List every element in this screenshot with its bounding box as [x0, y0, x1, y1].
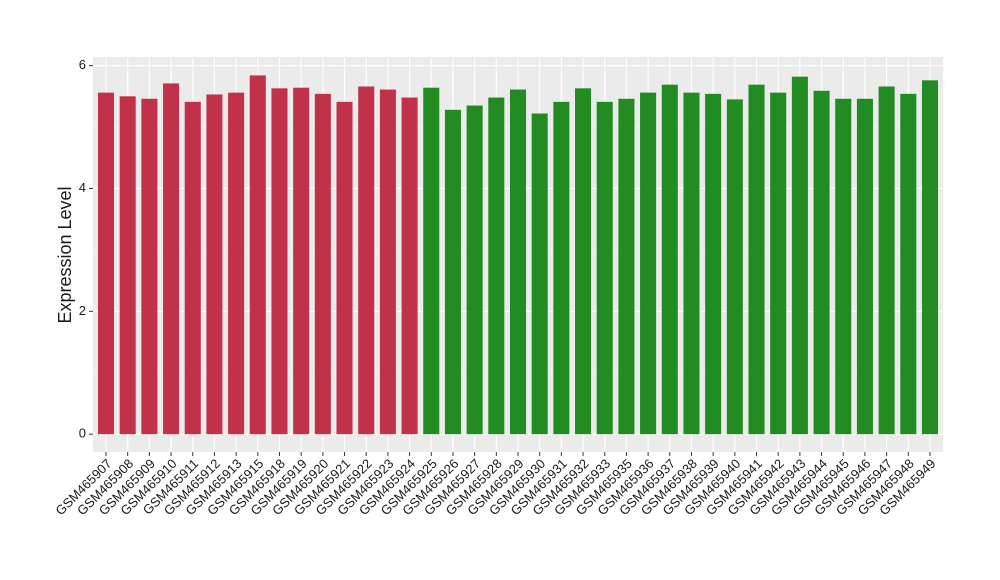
bar [553, 101, 570, 435]
bar [683, 92, 700, 435]
y-tick-label: 6 [79, 57, 86, 72]
bar [184, 101, 201, 435]
bar [314, 93, 331, 435]
bar [856, 98, 873, 435]
y-tick-label: 4 [79, 180, 86, 195]
bar [466, 105, 483, 435]
bar [488, 97, 505, 435]
bar [813, 90, 830, 435]
y-tick-label: 2 [79, 303, 86, 318]
bar [163, 83, 180, 435]
bar [228, 92, 245, 435]
bar [444, 109, 461, 435]
bar [509, 89, 527, 435]
bar [835, 98, 852, 435]
bar [900, 93, 917, 435]
bar [791, 76, 808, 435]
bar [293, 87, 310, 435]
bar [878, 86, 895, 435]
bar [748, 84, 765, 435]
bar [141, 98, 158, 435]
bar [640, 92, 657, 435]
bar [618, 98, 635, 435]
bar [921, 80, 939, 435]
bar [726, 99, 743, 435]
bar [596, 101, 613, 435]
y-tick-label: 0 [79, 426, 86, 441]
bar [119, 96, 136, 435]
bar [379, 89, 396, 435]
bar [531, 113, 548, 435]
bar [206, 94, 223, 435]
bar [661, 84, 678, 435]
bar [249, 75, 266, 435]
bar [575, 88, 592, 435]
bar [97, 92, 115, 435]
bar [358, 86, 375, 435]
bar [271, 88, 288, 435]
bar [705, 93, 722, 435]
bar [770, 92, 787, 435]
bar [336, 101, 353, 435]
bar [401, 97, 418, 435]
bar [423, 87, 440, 435]
y-axis-label: Expression Level [55, 186, 75, 323]
